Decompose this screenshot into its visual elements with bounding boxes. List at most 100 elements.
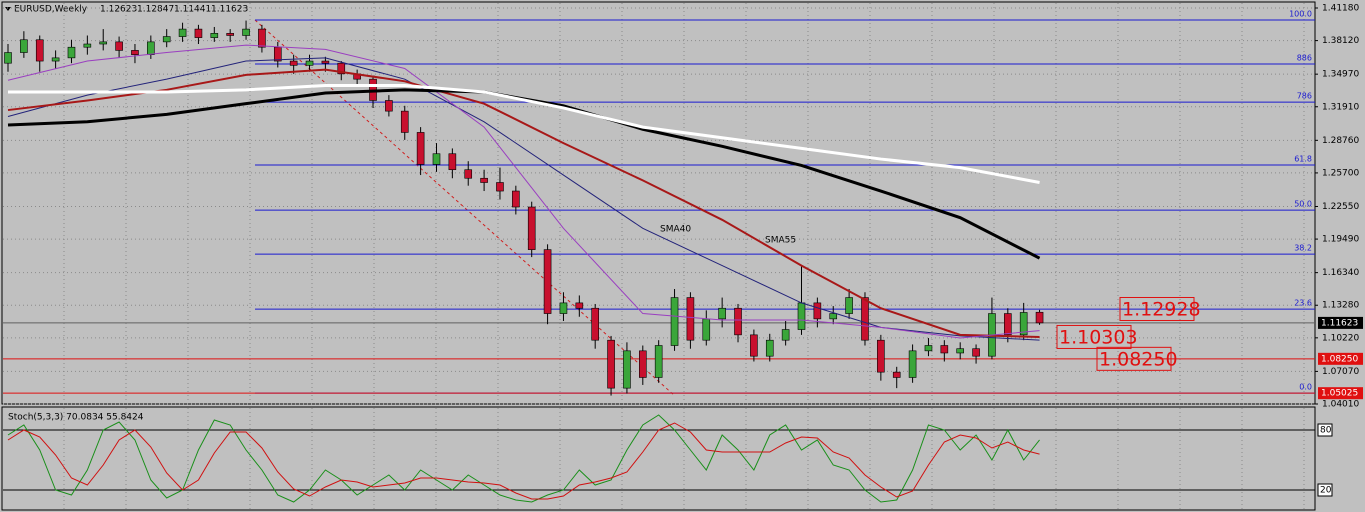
ma-label: SMA40 <box>660 225 691 235</box>
y-tick-label: 20 <box>1320 486 1332 496</box>
candle-body <box>908 350 917 378</box>
candle-body <box>51 57 60 62</box>
candle-body <box>67 46 76 59</box>
candle-body <box>972 348 980 357</box>
candle-body <box>305 60 314 66</box>
candle-body <box>480 177 488 183</box>
level-tag <box>1318 387 1363 400</box>
candle-body <box>20 39 28 53</box>
candle-body <box>781 329 790 341</box>
candle-body <box>416 132 425 165</box>
candle-body <box>178 28 187 37</box>
level-tag <box>1317 423 1333 437</box>
candle-body <box>559 302 568 314</box>
y-tick-label: 1.22550 <box>1322 202 1359 212</box>
candle-body <box>543 249 552 314</box>
y-tick-label: 1.38120 <box>1322 36 1359 46</box>
candle-body <box>654 345 663 378</box>
candle-body <box>765 339 774 357</box>
fib-label: 786 <box>1297 92 1312 101</box>
y-tick-label: 80 <box>1320 426 1332 436</box>
candle-body <box>400 110 409 133</box>
header-low: 1.11441 <box>174 5 211 15</box>
price-panel <box>1 1 1316 405</box>
current-label: 1.11623 <box>1321 318 1358 328</box>
candle-body <box>464 169 473 179</box>
candle-body <box>797 302 806 330</box>
header-high: 1.12847 <box>137 5 174 15</box>
candle-body <box>750 334 758 357</box>
candle-body <box>4 52 12 64</box>
y-tick-label: 1.28760 <box>1322 136 1359 146</box>
ma-label: SMA55 <box>765 236 796 246</box>
candle-body <box>1004 313 1012 336</box>
fib-label: 100.0 <box>1289 10 1312 19</box>
candle-body <box>512 190 520 208</box>
candle-body <box>686 297 695 341</box>
moving-average <box>7 57 1040 341</box>
y-tick-label: 1.34970 <box>1322 70 1359 80</box>
candle-body <box>845 297 853 314</box>
candle-body <box>242 28 250 36</box>
symbol-title: EURUSD,Weekly <box>14 5 88 15</box>
stoch-line <box>7 422 1040 500</box>
stoch-title: Stoch(5,3,3) 70.0834 55.8424 <box>8 413 144 423</box>
candle-body <box>258 28 266 48</box>
moving-average <box>7 44 1040 339</box>
candle-body <box>940 345 949 354</box>
y-tick-label: 1.10220 <box>1322 333 1359 343</box>
header-close: 1.11623 <box>211 5 248 15</box>
annotation-label: 1.10303 <box>1059 326 1138 348</box>
candle-body <box>432 153 441 165</box>
annotation-label: 1.12928 <box>1122 298 1201 320</box>
candle-body <box>638 350 647 378</box>
candle-body <box>718 307 726 320</box>
fib-label: 0.0 <box>1299 383 1312 392</box>
candle-body <box>448 153 457 171</box>
candle-body <box>131 50 139 55</box>
candle-body <box>273 46 282 62</box>
y-tick-label: 1.19490 <box>1322 235 1359 245</box>
y-tick-label: 1.41180 <box>1322 4 1359 14</box>
candle-body <box>115 41 123 51</box>
moving-average <box>7 68 1040 338</box>
candle-body <box>1019 312 1028 336</box>
candle-body <box>813 302 822 320</box>
candle-body <box>194 28 203 38</box>
candle-body <box>607 339 615 389</box>
current-tag <box>1318 316 1363 329</box>
level-tag <box>1317 483 1333 497</box>
fib-label: 61.8 <box>1294 155 1312 164</box>
fib-label: 50.0 <box>1294 200 1312 209</box>
y-tick-label: 1.04010 <box>1322 400 1359 410</box>
annotation-box <box>1119 296 1195 321</box>
stoch-line <box>7 414 1040 503</box>
candle-body <box>337 62 346 75</box>
y-tick-label: 1.13280 <box>1322 301 1359 311</box>
level-label: 1.05025 <box>1321 389 1358 399</box>
level-tag <box>1318 352 1363 365</box>
menu-icon[interactable] <box>5 7 11 11</box>
candle-body <box>289 60 298 66</box>
candle-body <box>861 297 869 341</box>
candle-body <box>147 41 155 55</box>
y-tick-label: 1.31910 <box>1322 102 1359 112</box>
y-tick-label: 1.25700 <box>1322 168 1359 178</box>
fib-label: 38.2 <box>1294 244 1312 253</box>
fib-trend-line <box>254 19 676 397</box>
candle-body <box>877 339 885 373</box>
header-open: 1.12623 <box>100 5 137 15</box>
candle-body <box>956 348 965 354</box>
candle-body <box>1035 311 1044 324</box>
candle-body <box>892 371 901 378</box>
annotation-box <box>1056 324 1132 349</box>
candle-body <box>210 33 219 38</box>
candle-body <box>591 307 599 341</box>
annotation-box <box>1096 346 1172 371</box>
candle-body <box>385 100 393 112</box>
fib-label: 23.6 <box>1294 299 1312 308</box>
candle-body <box>496 182 504 192</box>
candle-body <box>575 302 584 309</box>
